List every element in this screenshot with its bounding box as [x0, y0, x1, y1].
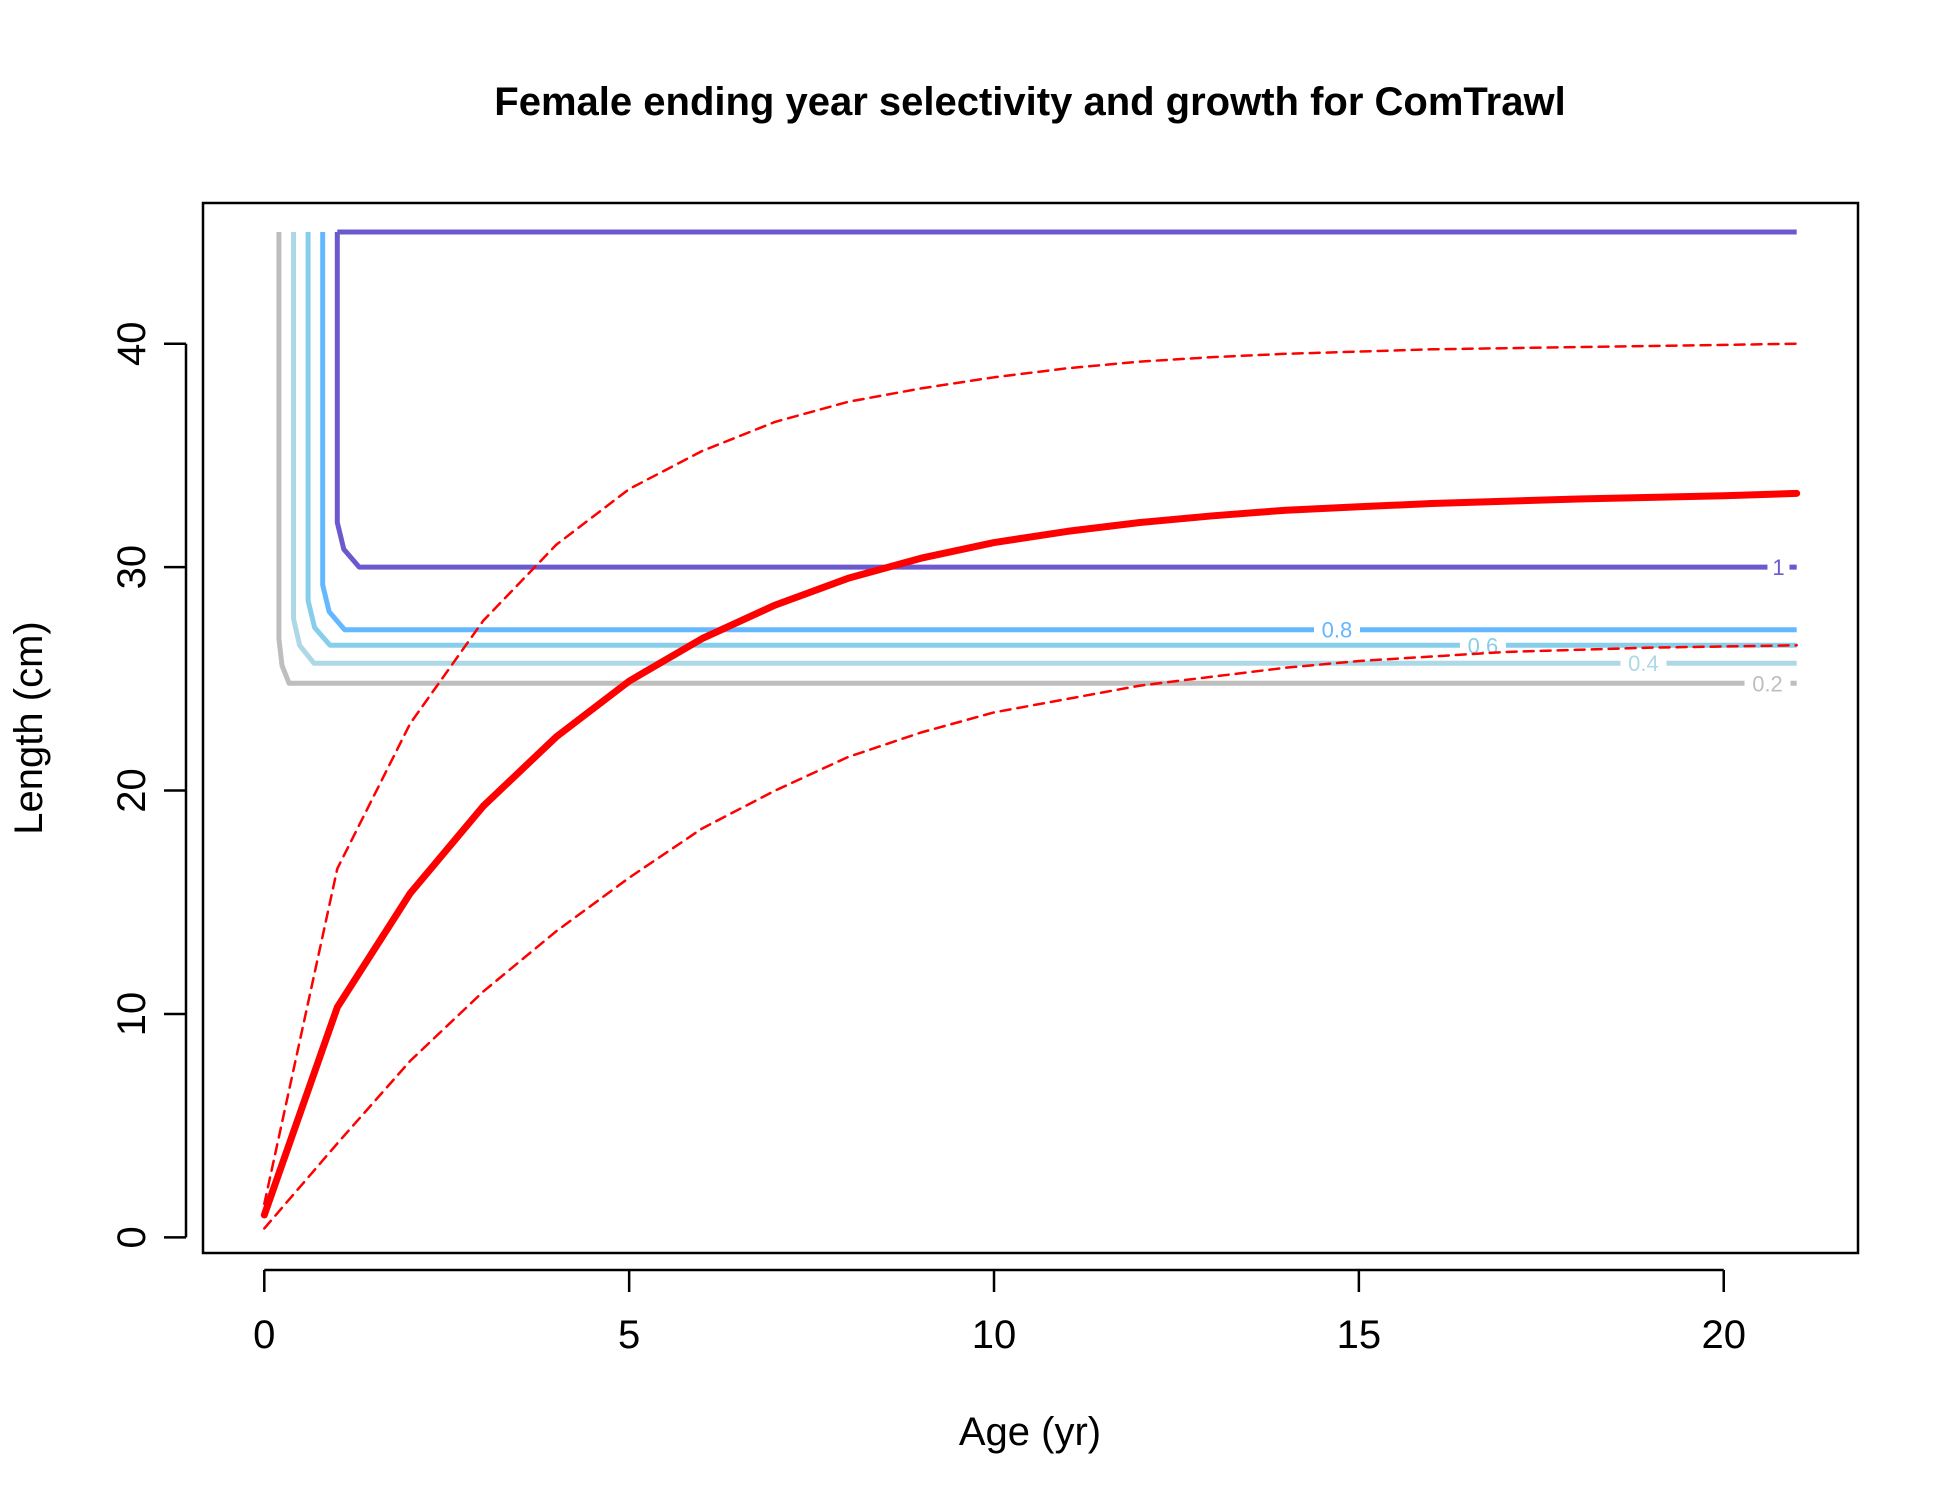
y-tick-label: 20	[110, 768, 154, 813]
chart-title: Female ending year selectivity and growt…	[494, 80, 1565, 124]
contour-label-1: 1	[1772, 555, 1784, 580]
contour-line-0.8	[320, 232, 1797, 633]
contour-label-0.2: 0.2	[1752, 671, 1783, 696]
x-tick-label: 5	[618, 1313, 640, 1357]
x-axis: 0 5 10 15 20	[253, 1268, 1746, 1357]
x-tick-label: 20	[1701, 1313, 1746, 1357]
y-axis: 0 10 20 30 40	[110, 321, 188, 1248]
contour-line-0.4	[291, 232, 1797, 666]
growth-mean-line	[260, 489, 1801, 1219]
growth-lower-line	[263, 644, 1798, 1230]
contour-label-bg-0.2	[1744, 672, 1791, 695]
contour-label-bg-0.4	[1620, 652, 1667, 675]
x-tick-label: 10	[972, 1313, 1017, 1357]
contour-label-bg-1	[1767, 556, 1790, 579]
growth-upper-line	[263, 342, 1798, 1206]
plot-frame	[201, 201, 1860, 1255]
y-tick-label: 30	[110, 545, 154, 590]
contour-label-bg-0.8	[1313, 618, 1360, 641]
plot-area: 10.80.60.40.2	[260, 229, 1801, 1230]
y-tick-label: 40	[110, 321, 154, 366]
contour-label-0.4: 0.4	[1628, 651, 1659, 676]
x-tick-label: 15	[1337, 1313, 1382, 1357]
contour-line-1	[334, 232, 1797, 570]
y-axis-label: Length (cm)	[7, 621, 51, 834]
y-tick-label: 0	[110, 1226, 154, 1248]
contour-line-0.6	[305, 232, 1797, 648]
y-tick-label: 10	[110, 992, 154, 1037]
x-tick-label: 0	[253, 1313, 275, 1357]
contour-label-bg-0.6	[1459, 634, 1506, 657]
x-axis-label: Age (yr)	[959, 1410, 1101, 1454]
contour-label-0.8: 0.8	[1322, 618, 1353, 643]
contour-line-0.2	[276, 232, 1797, 686]
